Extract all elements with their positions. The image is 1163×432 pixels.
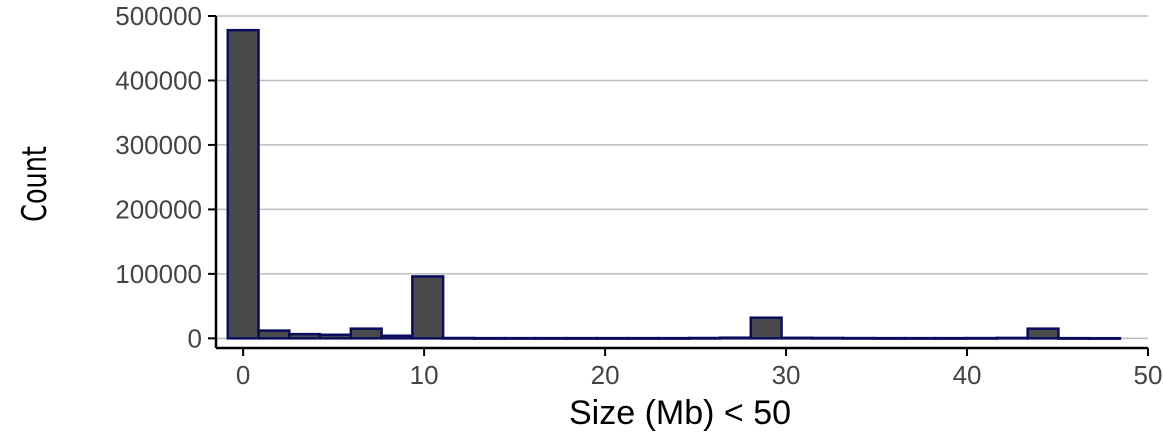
histogram-bar-9: [503, 336, 537, 340]
y-tick-label: 300000: [115, 130, 202, 160]
histogram-bar-24: [964, 336, 999, 340]
histogram-bar-28: [1087, 336, 1122, 340]
histogram-bar-7: [441, 336, 476, 340]
x-tick-label: 20: [591, 360, 620, 390]
histogram-bar-26: [1026, 327, 1060, 340]
histogram-bar-14: [657, 336, 691, 340]
y-axis-title: Count: [15, 146, 55, 222]
x-ticks: 0 10 20 30 40 50: [236, 348, 1163, 390]
y-tick-label: 200000: [115, 194, 202, 224]
y-tick-label: 500000: [115, 1, 202, 31]
histogram-bar-4: [349, 327, 383, 340]
histogram-bar-22: [903, 336, 937, 340]
bars: [226, 28, 1122, 340]
x-tick-label: 50: [1134, 360, 1163, 390]
histogram-bar-15: [687, 336, 722, 340]
y-tick-label: 0: [188, 323, 202, 353]
x-tick-label: 40: [953, 360, 982, 390]
histogram-bar-2: [288, 332, 322, 340]
histogram-bar-1: [257, 329, 291, 340]
histogram-bar-13: [626, 336, 660, 340]
histogram-bar-19: [811, 336, 845, 340]
histogram-bar-18: [780, 336, 814, 340]
axes: [214, 16, 1148, 350]
histogram-bar-16: [718, 336, 753, 340]
x-tick-label: 10: [410, 360, 439, 390]
histogram-bar-3: [318, 333, 353, 340]
histogram-bar-11: [564, 336, 599, 340]
grid-lines: [216, 15, 1148, 340]
histogram-bar-21: [872, 336, 906, 340]
y-tick-label: 400000: [115, 65, 202, 95]
histogram-bar-20: [841, 336, 876, 340]
histogram-bar-0: [226, 28, 260, 340]
histogram-bar-27: [1057, 336, 1091, 340]
histogram-bar-12: [595, 336, 629, 340]
histogram-bar-10: [534, 336, 568, 340]
histogram-bar-17: [749, 316, 783, 340]
histogram-bar-8: [472, 336, 506, 340]
x-tick-label: 30: [772, 360, 801, 390]
x-axis-title: Size (Mb) < 50: [569, 394, 791, 432]
histogram-bar-23: [934, 336, 968, 340]
histogram-bar-6: [411, 275, 445, 340]
y-tick-label: 100000: [115, 259, 202, 289]
histogram-bar-5: [380, 334, 414, 340]
y-ticks: 0 100000 200000 300000 400000 500000: [115, 1, 216, 353]
x-tick-label: 0: [236, 360, 250, 390]
histogram-bar-25: [995, 336, 1029, 340]
